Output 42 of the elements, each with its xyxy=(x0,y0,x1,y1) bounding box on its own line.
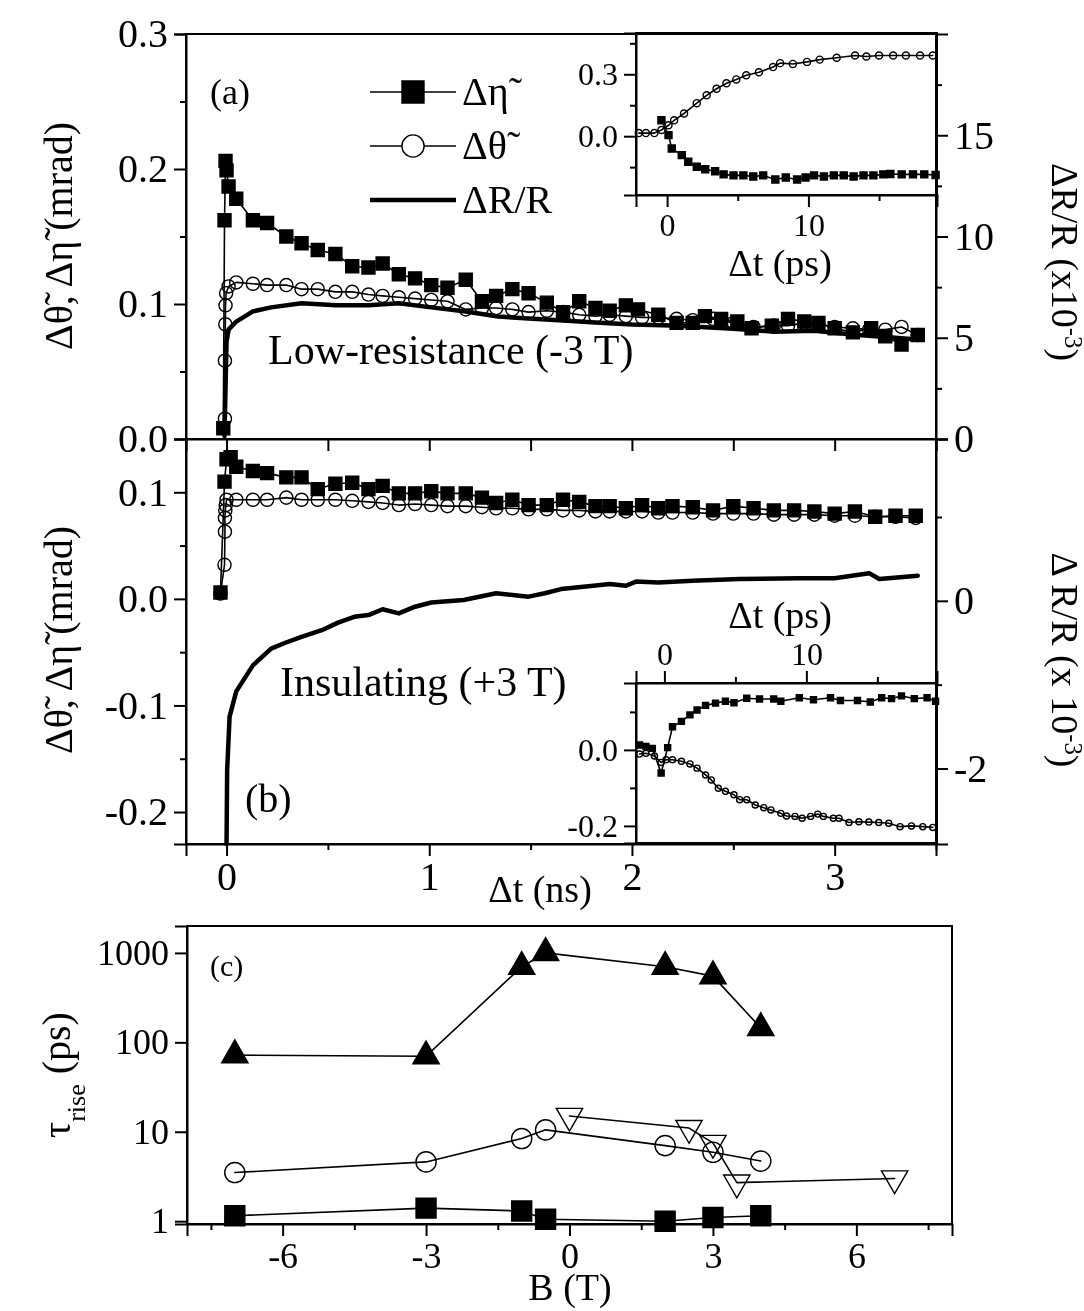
annotation: Low-resistance (-3 T) xyxy=(268,327,634,374)
x-tick-label: -6 xyxy=(268,1235,299,1276)
y-tick-label: 0.0 xyxy=(118,576,168,622)
y-tick-label: 10 xyxy=(133,1111,169,1152)
y-tick-label: 0.3 xyxy=(578,56,618,93)
x-tick-label: 3 xyxy=(704,1235,723,1276)
y-axis-title: Δθ̃, Δη̃ (mrad) xyxy=(36,121,81,351)
y-tick-label: -0.2 xyxy=(104,789,168,835)
y2-tick-label: 0 xyxy=(954,416,974,462)
x-axis-title: Δt (ps) xyxy=(728,242,832,285)
annotation: (b) xyxy=(245,776,292,821)
x-tick-label: 3 xyxy=(825,854,846,900)
x-tick-label: 1 xyxy=(419,854,440,900)
y-tick-label: -0.2 xyxy=(567,807,618,844)
annotation: (c) xyxy=(210,949,244,983)
legend-label: Δθ̃ xyxy=(462,123,521,168)
y-tick-label: 100 xyxy=(115,1022,169,1063)
legend-label: ΔR/R xyxy=(462,177,553,222)
annotation: (a) xyxy=(210,72,250,112)
y-tick-label: 0.1 xyxy=(118,469,168,515)
y-axis-title: Δθ̃, Δη̃ (mrad) xyxy=(36,525,81,755)
x-tick-label: 2 xyxy=(622,854,643,900)
y2-tick-label: -2 xyxy=(954,745,988,791)
x-axis-title: Δt (ps) xyxy=(728,594,832,637)
y-tick-label: 0.0 xyxy=(578,117,618,154)
y-tick-label: 0.1 xyxy=(118,281,168,327)
y2-tick-label: 15 xyxy=(954,112,994,158)
y-tick-label: 0.3 xyxy=(118,11,168,57)
y-tick-label: 0.2 xyxy=(118,146,168,192)
legend-label: Δη̃ xyxy=(462,69,523,114)
annotation: Insulating (+3 T) xyxy=(280,659,567,706)
y2-tick-label: 0 xyxy=(954,578,974,624)
y-tick-label: -0.1 xyxy=(104,682,168,728)
y-tick-label: 0.0 xyxy=(118,416,168,462)
x-tick-label: 6 xyxy=(847,1235,866,1276)
y-tick-label: 1000 xyxy=(97,932,169,973)
y-tick-label: 1 xyxy=(151,1201,169,1242)
x-axis-title: Δt (ns) xyxy=(488,868,592,911)
y2-tick-label: 5 xyxy=(954,315,974,361)
y-tick-label: 0.0 xyxy=(578,731,618,768)
x-tick-label: -3 xyxy=(411,1235,442,1276)
x-tick-label: 0 xyxy=(217,854,238,900)
